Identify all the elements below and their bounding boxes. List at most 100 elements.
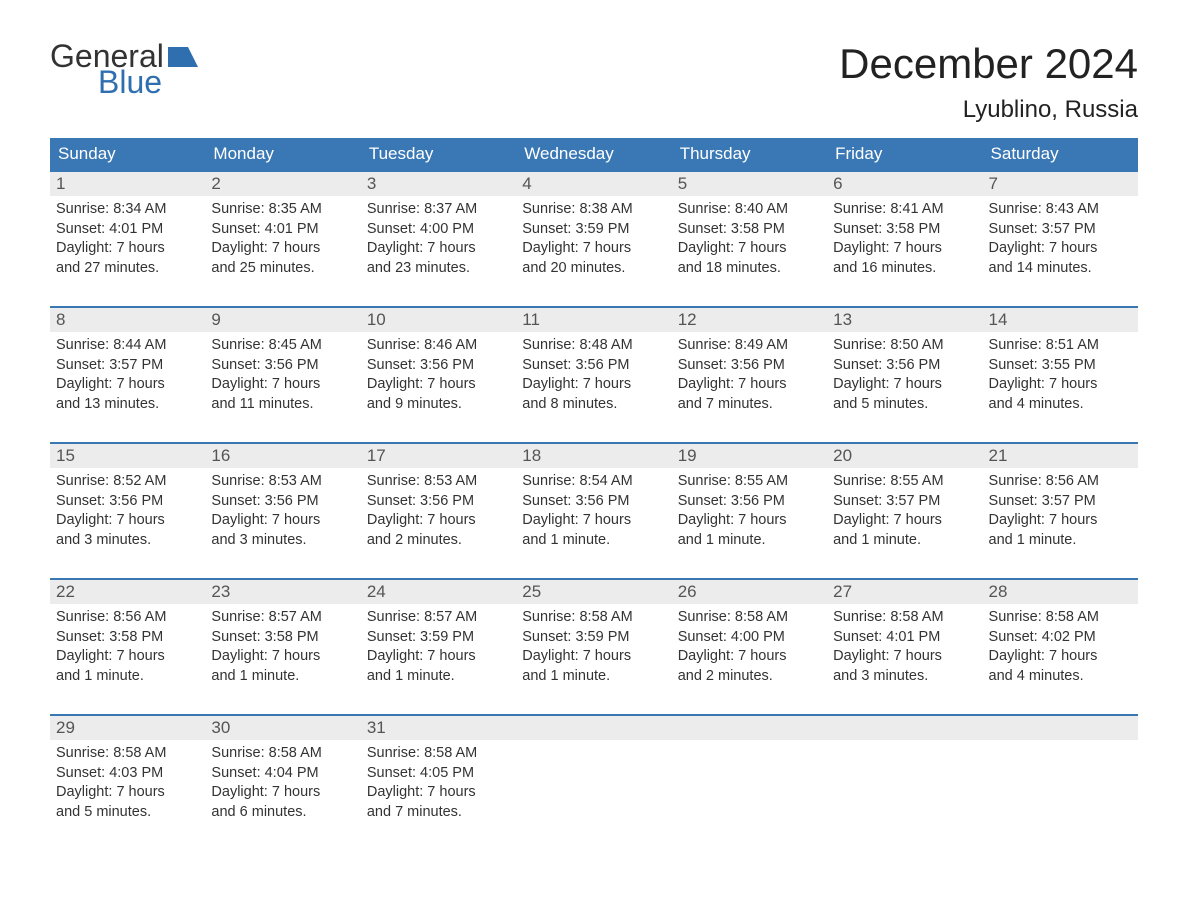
day-body: Sunrise: 8:55 AMSunset: 3:57 PMDaylight:… (827, 468, 982, 558)
weekday-thu: Thursday (672, 138, 827, 170)
sunrise-line: Sunrise: 8:58 AM (211, 744, 354, 764)
calendar-week: 29Sunrise: 8:58 AMSunset: 4:03 PMDayligh… (50, 714, 1138, 836)
sunrise-line: Sunrise: 8:57 AM (211, 608, 354, 628)
daylight-line1: Daylight: 7 hours (989, 647, 1132, 667)
logo-word2: Blue (98, 66, 198, 98)
day-number: 20 (827, 444, 982, 468)
day-number: 13 (827, 308, 982, 332)
daylight-line1: Daylight: 7 hours (989, 239, 1132, 259)
day-number: 8 (50, 308, 205, 332)
calendar-cell: 28Sunrise: 8:58 AMSunset: 4:02 PMDayligh… (983, 580, 1138, 700)
day-body: Sunrise: 8:34 AMSunset: 4:01 PMDaylight:… (50, 196, 205, 286)
sunset-line: Sunset: 3:56 PM (211, 492, 354, 512)
sunset-line: Sunset: 3:59 PM (522, 628, 665, 648)
day-number: 10 (361, 308, 516, 332)
daylight-line2: and 2 minutes. (367, 531, 510, 551)
sunset-line: Sunset: 4:00 PM (367, 220, 510, 240)
day-body: Sunrise: 8:48 AMSunset: 3:56 PMDaylight:… (516, 332, 671, 422)
sunset-line: Sunset: 3:55 PM (989, 356, 1132, 376)
sunrise-line: Sunrise: 8:44 AM (56, 336, 199, 356)
sunrise-line: Sunrise: 8:58 AM (989, 608, 1132, 628)
day-body: Sunrise: 8:38 AMSunset: 3:59 PMDaylight:… (516, 196, 671, 286)
day-number: 2 (205, 172, 360, 196)
daylight-line1: Daylight: 7 hours (56, 783, 199, 803)
daylight-line1: Daylight: 7 hours (678, 239, 821, 259)
daylight-line2: and 3 minutes. (56, 531, 199, 551)
day-body: Sunrise: 8:43 AMSunset: 3:57 PMDaylight:… (983, 196, 1138, 286)
daylight-line2: and 16 minutes. (833, 259, 976, 279)
day-body: Sunrise: 8:58 AMSunset: 4:03 PMDaylight:… (50, 740, 205, 830)
calendar-cell: 6Sunrise: 8:41 AMSunset: 3:58 PMDaylight… (827, 172, 982, 292)
day-number: 22 (50, 580, 205, 604)
day-number: 27 (827, 580, 982, 604)
day-body: Sunrise: 8:58 AMSunset: 4:05 PMDaylight:… (361, 740, 516, 830)
daylight-line1: Daylight: 7 hours (833, 375, 976, 395)
calendar-cell: 23Sunrise: 8:57 AMSunset: 3:58 PMDayligh… (205, 580, 360, 700)
sunrise-line: Sunrise: 8:58 AM (833, 608, 976, 628)
daylight-line1: Daylight: 7 hours (367, 647, 510, 667)
calendar-cell: 5Sunrise: 8:40 AMSunset: 3:58 PMDaylight… (672, 172, 827, 292)
weekday-header: Sunday Monday Tuesday Wednesday Thursday… (50, 138, 1138, 170)
calendar-cell: 3Sunrise: 8:37 AMSunset: 4:00 PMDaylight… (361, 172, 516, 292)
sunrise-line: Sunrise: 8:52 AM (56, 472, 199, 492)
daylight-line2: and 13 minutes. (56, 395, 199, 415)
calendar-cell: 12Sunrise: 8:49 AMSunset: 3:56 PMDayligh… (672, 308, 827, 428)
day-number: 17 (361, 444, 516, 468)
daylight-line1: Daylight: 7 hours (56, 647, 199, 667)
weekday-wed: Wednesday (516, 138, 671, 170)
daylight-line2: and 1 minute. (522, 667, 665, 687)
day-number: 26 (672, 580, 827, 604)
daylight-line2: and 14 minutes. (989, 259, 1132, 279)
day-body: Sunrise: 8:53 AMSunset: 3:56 PMDaylight:… (205, 468, 360, 558)
calendar-cell: 4Sunrise: 8:38 AMSunset: 3:59 PMDaylight… (516, 172, 671, 292)
sunrise-line: Sunrise: 8:57 AM (367, 608, 510, 628)
calendar-cell: 2Sunrise: 8:35 AMSunset: 4:01 PMDaylight… (205, 172, 360, 292)
calendar-cell: 1Sunrise: 8:34 AMSunset: 4:01 PMDaylight… (50, 172, 205, 292)
daylight-line1: Daylight: 7 hours (367, 783, 510, 803)
day-body: Sunrise: 8:54 AMSunset: 3:56 PMDaylight:… (516, 468, 671, 558)
daylight-line1: Daylight: 7 hours (678, 511, 821, 531)
calendar-cell: 29Sunrise: 8:58 AMSunset: 4:03 PMDayligh… (50, 716, 205, 836)
daylight-line1: Daylight: 7 hours (56, 375, 199, 395)
calendar-cell: 10Sunrise: 8:46 AMSunset: 3:56 PMDayligh… (361, 308, 516, 428)
sunrise-line: Sunrise: 8:58 AM (678, 608, 821, 628)
sunset-line: Sunset: 3:56 PM (56, 492, 199, 512)
sunset-line: Sunset: 4:01 PM (56, 220, 199, 240)
sunrise-line: Sunrise: 8:56 AM (56, 608, 199, 628)
day-body: Sunrise: 8:50 AMSunset: 3:56 PMDaylight:… (827, 332, 982, 422)
day-body: Sunrise: 8:58 AMSunset: 4:01 PMDaylight:… (827, 604, 982, 694)
logo: General Blue (50, 40, 198, 98)
day-body: Sunrise: 8:56 AMSunset: 3:57 PMDaylight:… (983, 468, 1138, 558)
sunrise-line: Sunrise: 8:53 AM (367, 472, 510, 492)
sunrise-line: Sunrise: 8:49 AM (678, 336, 821, 356)
sunset-line: Sunset: 3:59 PM (367, 628, 510, 648)
day-body: Sunrise: 8:58 AMSunset: 4:02 PMDaylight:… (983, 604, 1138, 694)
sunrise-line: Sunrise: 8:55 AM (678, 472, 821, 492)
sunrise-line: Sunrise: 8:34 AM (56, 200, 199, 220)
daylight-line2: and 3 minutes. (211, 531, 354, 551)
sunset-line: Sunset: 3:57 PM (989, 220, 1132, 240)
sunset-line: Sunset: 4:04 PM (211, 764, 354, 784)
sunset-line: Sunset: 3:57 PM (56, 356, 199, 376)
daylight-line1: Daylight: 7 hours (211, 647, 354, 667)
sunrise-line: Sunrise: 8:53 AM (211, 472, 354, 492)
sunset-line: Sunset: 3:57 PM (833, 492, 976, 512)
calendar-cell: 31Sunrise: 8:58 AMSunset: 4:05 PMDayligh… (361, 716, 516, 836)
daylight-line2: and 9 minutes. (367, 395, 510, 415)
location-label: Lyublino, Russia (839, 96, 1138, 124)
calendar-cell: 9Sunrise: 8:45 AMSunset: 3:56 PMDaylight… (205, 308, 360, 428)
day-number: 25 (516, 580, 671, 604)
sunrise-line: Sunrise: 8:54 AM (522, 472, 665, 492)
sunrise-line: Sunrise: 8:50 AM (833, 336, 976, 356)
sunset-line: Sunset: 4:01 PM (211, 220, 354, 240)
sunrise-line: Sunrise: 8:46 AM (367, 336, 510, 356)
day-number: 30 (205, 716, 360, 740)
calendar-cell: 20Sunrise: 8:55 AMSunset: 3:57 PMDayligh… (827, 444, 982, 564)
sunrise-line: Sunrise: 8:41 AM (833, 200, 976, 220)
day-number: 11 (516, 308, 671, 332)
day-number: 16 (205, 444, 360, 468)
calendar-week: 1Sunrise: 8:34 AMSunset: 4:01 PMDaylight… (50, 170, 1138, 292)
sunrise-line: Sunrise: 8:35 AM (211, 200, 354, 220)
daylight-line2: and 23 minutes. (367, 259, 510, 279)
sunset-line: Sunset: 4:00 PM (678, 628, 821, 648)
